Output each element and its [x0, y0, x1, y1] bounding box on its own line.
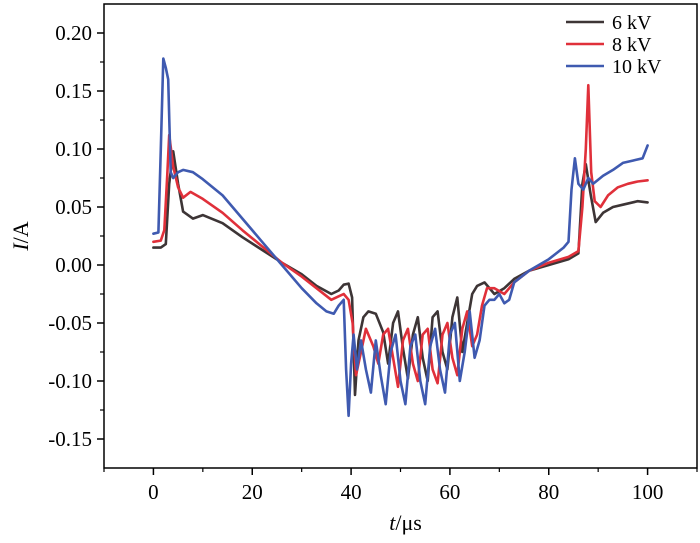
x-tick-label: 80: [538, 480, 559, 504]
x-tick-label: 0: [148, 480, 159, 504]
series-layer: [152, 57, 649, 418]
x-tick-label: 40: [341, 480, 362, 504]
x-tick-label: 20: [242, 480, 263, 504]
y-tick-label: 0.15: [55, 79, 92, 103]
y-tick-label: 0.00: [55, 253, 92, 277]
y-tick-label: -0.05: [48, 311, 92, 335]
series-line-3: [152, 57, 649, 418]
ticks-layer: 0 20 40 60 80 100 0.20 0.15 0.10 0.05 0.00 -0.05 -0.…: [48, 21, 698, 504]
x-tick-label: 100: [632, 480, 664, 504]
y-axis-title: I/A: [8, 221, 33, 251]
y-tick-label: -0.10: [48, 369, 92, 393]
series-line-2: [152, 83, 649, 389]
x-tick-label: 60: [439, 480, 460, 504]
y-tick-label: 0.10: [55, 137, 92, 161]
legend-label-2: 8 kV: [612, 34, 652, 56]
x-axis-symbol: t: [389, 510, 396, 535]
legend-label-1: 6 kV: [612, 12, 652, 34]
y-axis-unit: /A: [8, 221, 33, 243]
y-axis-symbol: I: [8, 242, 33, 252]
y-tick-label: 0.20: [55, 21, 92, 45]
y-tick-label: 0.05: [55, 195, 92, 219]
x-axis-unit: /μs: [395, 510, 421, 535]
y-tick-label: -0.15: [48, 427, 92, 451]
plot-frame: [103, 3, 698, 469]
plot-area-border: [103, 3, 698, 469]
x-axis-title: t/μs: [389, 510, 422, 535]
legend-label-3: 10 kV: [612, 56, 662, 78]
